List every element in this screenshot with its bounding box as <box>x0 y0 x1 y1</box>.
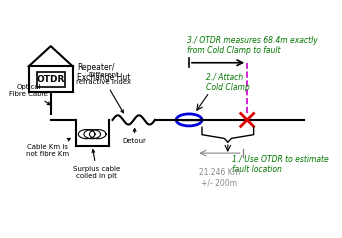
Text: Optical
Fibre Cable: Optical Fibre Cable <box>9 84 50 105</box>
Text: Different
refractive index: Different refractive index <box>76 72 131 113</box>
Text: OTDR: OTDR <box>37 75 65 84</box>
Text: 1./ Use OTDR to estimate
fault location: 1./ Use OTDR to estimate fault location <box>233 155 329 174</box>
Text: Repeater/
Exchange Hut: Repeater/ Exchange Hut <box>78 63 131 82</box>
Text: 2./ Attach
Cold Clamp: 2./ Attach Cold Clamp <box>206 73 249 92</box>
Text: 21.246 Km
+/- 200m: 21.246 Km +/- 200m <box>199 168 240 187</box>
Text: Detour: Detour <box>123 129 147 144</box>
Text: Surplus cable
coiled in pit: Surplus cable coiled in pit <box>73 150 120 179</box>
Ellipse shape <box>176 114 202 126</box>
Text: 3./ OTDR measures 68.4m exactly
from Cold Clamp to fault: 3./ OTDR measures 68.4m exactly from Col… <box>187 36 318 55</box>
Text: Cable Km is
not fibre Km: Cable Km is not fibre Km <box>26 139 70 157</box>
